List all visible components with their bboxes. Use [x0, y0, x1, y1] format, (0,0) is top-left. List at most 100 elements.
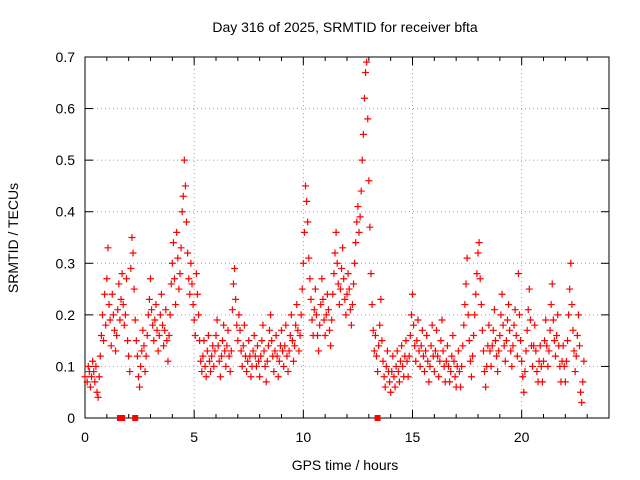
data-point — [474, 249, 482, 257]
data-point — [342, 311, 350, 319]
data-point — [304, 218, 312, 226]
data-point — [244, 357, 252, 365]
data-point — [199, 352, 207, 360]
data-point — [305, 254, 313, 262]
data-point — [288, 337, 296, 345]
data-point — [257, 352, 265, 360]
data-point — [187, 259, 195, 267]
data-point — [438, 316, 446, 324]
data-point — [192, 270, 200, 278]
data-point — [537, 362, 545, 370]
data-point — [278, 326, 285, 334]
data-point — [328, 316, 336, 324]
data-point — [454, 347, 462, 355]
y-tick-label: 0.4 — [56, 204, 76, 220]
data-point — [317, 301, 325, 309]
data-point — [203, 347, 211, 355]
data-point — [291, 342, 299, 350]
data-point — [255, 357, 263, 365]
data-point — [365, 177, 373, 185]
data-point — [314, 331, 322, 339]
data-point — [340, 275, 348, 283]
data-point — [541, 337, 549, 345]
data-point — [181, 182, 189, 190]
data-point — [532, 347, 540, 355]
data-point — [220, 321, 228, 329]
data-point — [298, 285, 306, 293]
data-point — [393, 347, 401, 355]
data-point — [507, 347, 515, 355]
data-point — [165, 331, 173, 339]
data-point — [465, 337, 473, 345]
data-point — [119, 301, 127, 309]
data-point — [293, 301, 301, 309]
data-point — [417, 342, 425, 350]
data-point — [144, 311, 152, 319]
data-point — [234, 337, 242, 345]
data-point — [247, 373, 255, 381]
data-point — [353, 218, 361, 226]
data-point — [488, 342, 496, 350]
data-point — [184, 249, 192, 257]
data-point — [197, 357, 205, 365]
data-point — [469, 352, 477, 360]
data-point — [297, 311, 305, 319]
data-point — [445, 362, 453, 370]
data-point — [228, 306, 236, 314]
data-point — [295, 347, 303, 355]
data-point — [233, 321, 241, 329]
data-point — [97, 331, 105, 339]
data-point — [252, 362, 260, 370]
data-point — [265, 326, 273, 334]
data-point — [472, 290, 480, 298]
data-point — [343, 290, 351, 298]
data-point — [521, 368, 529, 376]
data-point — [460, 321, 468, 329]
data-point — [271, 347, 279, 355]
data-point — [287, 311, 295, 319]
data-point — [102, 321, 110, 329]
data-point — [369, 326, 377, 334]
data-point — [494, 368, 502, 376]
data-point — [443, 342, 451, 350]
data-point — [274, 373, 282, 381]
data-point — [567, 259, 575, 267]
data-point — [142, 352, 150, 360]
data-point — [564, 337, 572, 345]
data-point — [191, 331, 199, 339]
data-point — [357, 187, 365, 195]
data-point — [346, 306, 354, 314]
data-point — [131, 316, 139, 324]
data-point — [329, 290, 337, 298]
data-point — [531, 321, 539, 329]
data-point — [270, 368, 278, 376]
data-point — [151, 316, 159, 324]
data-point — [409, 290, 416, 298]
y-tick-label: 0.1 — [56, 358, 76, 374]
data-point — [316, 321, 324, 329]
data-point — [115, 280, 123, 288]
data-point — [363, 58, 371, 66]
data-point — [308, 316, 316, 324]
data-point — [526, 316, 534, 324]
data-point — [538, 378, 546, 386]
data-point — [322, 311, 330, 319]
data-point — [179, 192, 187, 200]
data-point — [256, 373, 264, 381]
data-point — [533, 368, 541, 376]
data-point — [489, 326, 497, 334]
data-point — [580, 357, 588, 365]
data-point — [464, 311, 472, 319]
data-point — [226, 368, 234, 376]
data-point — [470, 331, 478, 339]
data-point — [296, 331, 304, 339]
data-point — [91, 378, 99, 386]
data-point — [435, 373, 443, 381]
data-point — [513, 352, 521, 360]
data-point — [344, 270, 352, 278]
data-point — [81, 373, 89, 381]
data-point — [335, 301, 343, 309]
data-point — [315, 347, 323, 355]
data-point — [188, 280, 196, 288]
data-point — [264, 342, 272, 350]
